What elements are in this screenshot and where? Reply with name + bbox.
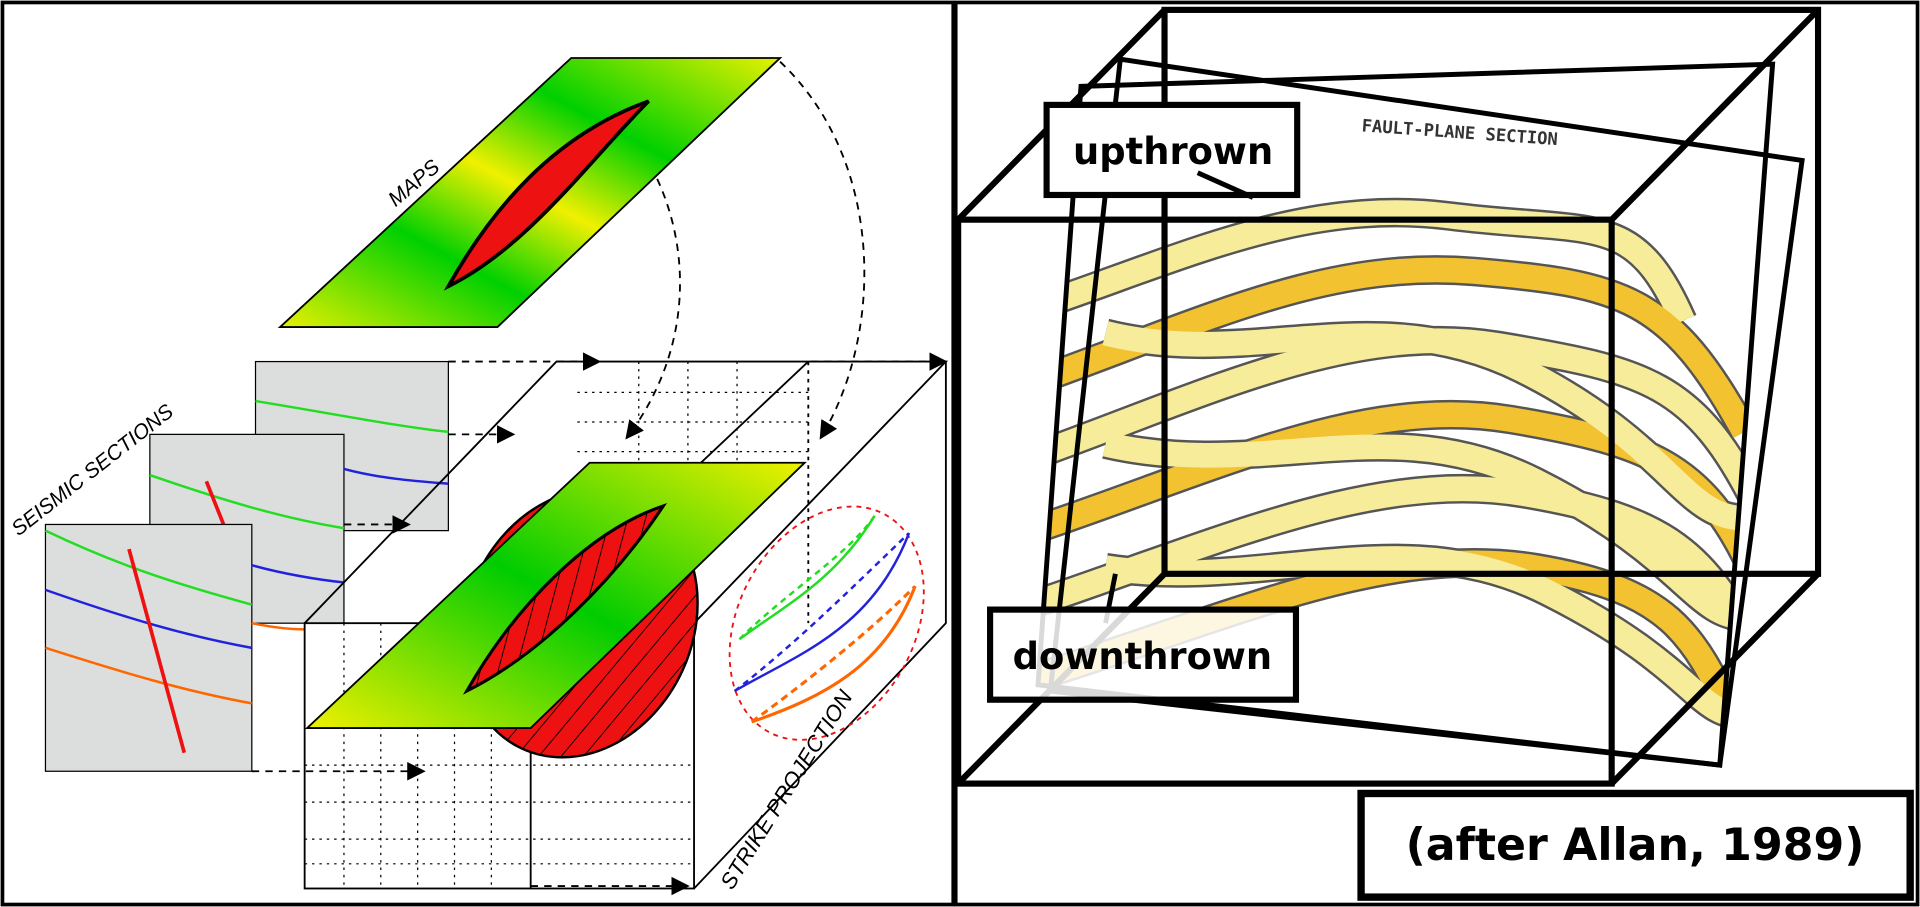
map-plane: [277, 57, 783, 328]
downthrown-box: downthrown: [987, 573, 1300, 703]
upthrown-label: upthrown: [1073, 130, 1273, 173]
left-panel: [0, 0, 956, 907]
citation-box: (after Allan, 1989): [1357, 789, 1914, 901]
downthrown-label: downthrown: [1013, 635, 1273, 678]
upthrown-box: upthrown: [1043, 101, 1301, 200]
seismic-sections: [44, 360, 449, 772]
strike-projection-label: STRIKE PROJECTION: [715, 685, 858, 894]
fault-slab: [304, 461, 807, 759]
arrows: [251, 61, 948, 896]
citation: (after Allan, 1989): [1406, 820, 1865, 871]
